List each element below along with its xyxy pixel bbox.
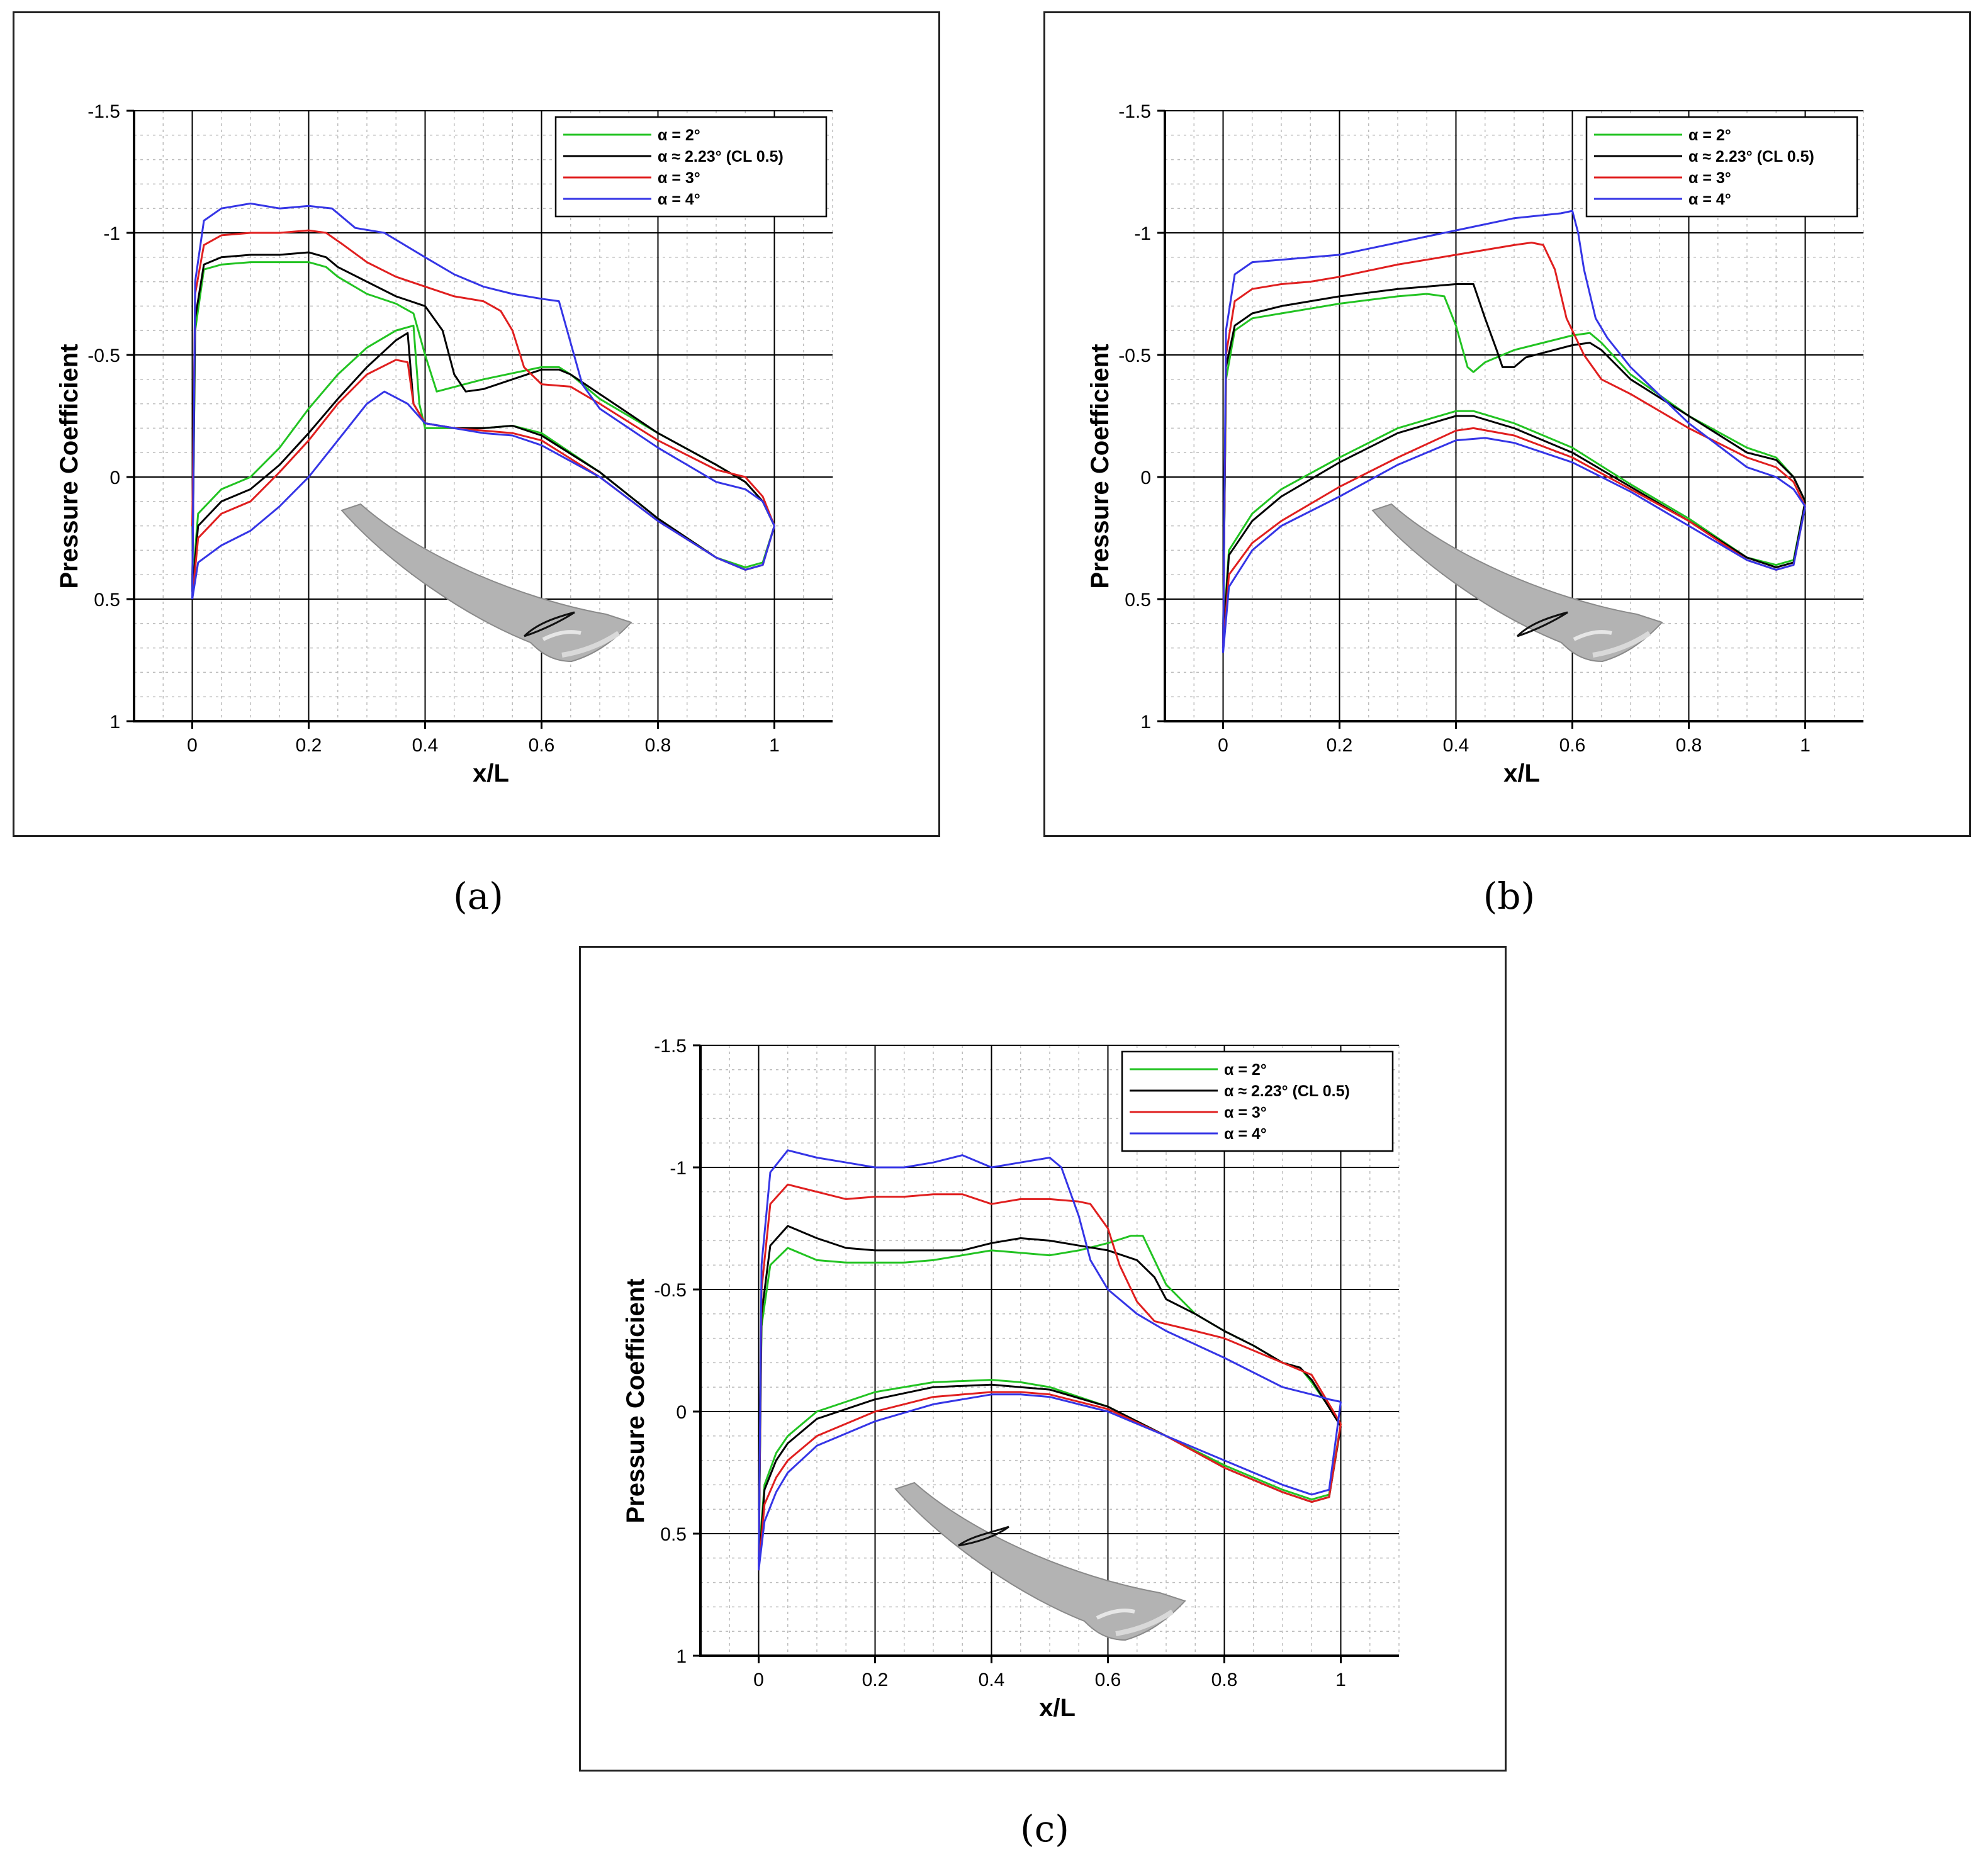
x-axis-label: x/L xyxy=(473,760,509,787)
x-tick-label: 1 xyxy=(1335,1670,1346,1690)
y-tick-label: -1 xyxy=(670,1158,687,1179)
y-axis-label: Pressure Coefficient xyxy=(55,344,83,588)
legend-label: α = 4° xyxy=(1224,1125,1267,1143)
y-tick-label: -0.5 xyxy=(87,345,120,366)
legend-label: α ≈ 2.23° (CL 0.5) xyxy=(1224,1082,1350,1100)
series-line-upper-2 xyxy=(1222,242,1806,648)
series-line-upper-1 xyxy=(191,251,775,592)
series-line-lower-0 xyxy=(1222,410,1806,636)
x-tick-label: 0.8 xyxy=(645,735,671,756)
x-tick-label: 0.4 xyxy=(1443,735,1469,756)
series-line-upper-1 xyxy=(1222,283,1806,643)
y-tick-label: 0 xyxy=(110,468,120,488)
y-tick-label: 0.5 xyxy=(1125,590,1151,610)
legend-label: α = 2° xyxy=(1224,1061,1267,1079)
series-line-upper-3 xyxy=(1222,210,1806,653)
y-axis-label: Pressure Coefficient xyxy=(1086,344,1114,588)
x-tick-label: 0.8 xyxy=(1211,1670,1238,1690)
series-line-upper-3 xyxy=(191,202,775,600)
series-line-lower-3 xyxy=(758,1393,1342,1571)
x-tick-label: 0.6 xyxy=(1095,1670,1121,1690)
y-tick-label: 1 xyxy=(1140,712,1151,733)
legend-label: α ≈ 2.23° (CL 0.5) xyxy=(658,148,784,166)
y-tick-label: -0.5 xyxy=(654,1280,687,1301)
y-tick-label: -1.5 xyxy=(654,1036,687,1057)
series-line-lower-2 xyxy=(758,1391,1342,1571)
x-tick-label: 0.8 xyxy=(1676,735,1702,756)
series-line-lower-3 xyxy=(191,390,775,600)
legend: α = 2° α ≈ 2.23° (CL 0.5) α = 3° α = 4° xyxy=(1585,116,1858,218)
legend-label: α = 3° xyxy=(1688,169,1731,187)
series-line-upper-3 xyxy=(758,1149,1341,1571)
caption-c: (c) xyxy=(1020,1807,1069,1850)
y-tick-label: -1.5 xyxy=(87,101,120,122)
blade-illustration xyxy=(1371,503,1663,663)
legend-label: α = 2° xyxy=(658,126,700,144)
x-tick-label: 1 xyxy=(1800,735,1811,756)
chart-a: 0 0.2 0.4 0.6 0.8 1 -1.5 -1 -0.5 0 0.5 1 x/L Pressure… xyxy=(55,101,833,787)
y-tick-label: 0.5 xyxy=(660,1524,687,1545)
panel-a: 0 0.2 0.4 0.6 0.8 1 -1.5 -1 -0.5 0 0.5 1 x/L Pressure… xyxy=(13,11,940,837)
y-tick-label: -1.5 xyxy=(1118,101,1151,122)
blade-illustration xyxy=(340,503,632,663)
blade-illustration xyxy=(894,1481,1186,1641)
y-tick-label: -1 xyxy=(103,223,120,244)
caption-a: (a) xyxy=(453,875,503,918)
x-tick-label: 0.6 xyxy=(1559,735,1586,756)
x-tick-label: 0.2 xyxy=(296,735,322,756)
panel-c: 0 0.2 0.4 0.6 0.8 1 -1.5 -1 -0.5 0 0.5 1 x/L Pressure… xyxy=(579,946,1507,1772)
panel-b: 0 0.2 0.4 0.6 0.8 1 -1.5 -1 -0.5 0 0.5 1 x/L Pressure… xyxy=(1043,11,1971,837)
x-tick-label: 0.2 xyxy=(862,1670,889,1690)
legend-label: α ≈ 2.23° (CL 0.5) xyxy=(1688,148,1814,166)
x-tick-label: 0 xyxy=(753,1670,764,1690)
x-tick-label: 0 xyxy=(187,735,198,756)
caption-b: (b) xyxy=(1483,875,1536,918)
x-tick-label: 0 xyxy=(1218,735,1228,756)
x-axis-label: x/L xyxy=(1503,760,1540,787)
legend-label: α = 3° xyxy=(658,169,700,187)
y-tick-label: -1 xyxy=(1134,223,1151,244)
series-line-lower-3 xyxy=(1222,437,1806,653)
x-tick-label: 1 xyxy=(769,735,780,756)
x-tick-label: 0.2 xyxy=(1327,735,1353,756)
series-line-upper-2 xyxy=(758,1183,1342,1571)
x-tick-label: 0.4 xyxy=(412,735,439,756)
y-tick-label: 1 xyxy=(676,1646,687,1667)
chart-c: 0 0.2 0.4 0.6 0.8 1 -1.5 -1 -0.5 0 0.5 1 x/L Pressure… xyxy=(622,1036,1400,1722)
chart-b: 0 0.2 0.4 0.6 0.8 1 -1.5 -1 -0.5 0 0.5 1 x/L Pressure… xyxy=(1086,101,1864,787)
series-line-upper-1 xyxy=(758,1225,1342,1571)
legend-label: α = 4° xyxy=(1688,191,1731,208)
x-axis-label: x/L xyxy=(1039,1694,1076,1722)
y-tick-label: 0.5 xyxy=(94,590,120,610)
legend-label: α = 3° xyxy=(1224,1104,1267,1121)
y-tick-label: 0 xyxy=(1140,468,1151,488)
x-tick-label: 0.6 xyxy=(529,735,555,756)
legend: α = 2° α ≈ 2.23° (CL 0.5) α = 3° α = 4° xyxy=(1121,1050,1394,1152)
y-tick-label: 0 xyxy=(676,1402,687,1423)
y-axis-label: Pressure Coefficient xyxy=(622,1278,649,1523)
legend-label: α = 2° xyxy=(1688,126,1731,144)
legend-label: α = 4° xyxy=(658,191,700,208)
series-line-upper-2 xyxy=(191,229,775,527)
x-tick-label: 0.4 xyxy=(979,1670,1005,1690)
legend: α = 2° α ≈ 2.23° (CL 0.5) α = 3° α = 4° xyxy=(554,116,828,218)
series-line-lower-1 xyxy=(1222,415,1806,643)
series-line-lower-0 xyxy=(758,1379,1342,1558)
y-tick-label: 1 xyxy=(110,712,120,733)
y-tick-label: -0.5 xyxy=(1118,345,1151,366)
